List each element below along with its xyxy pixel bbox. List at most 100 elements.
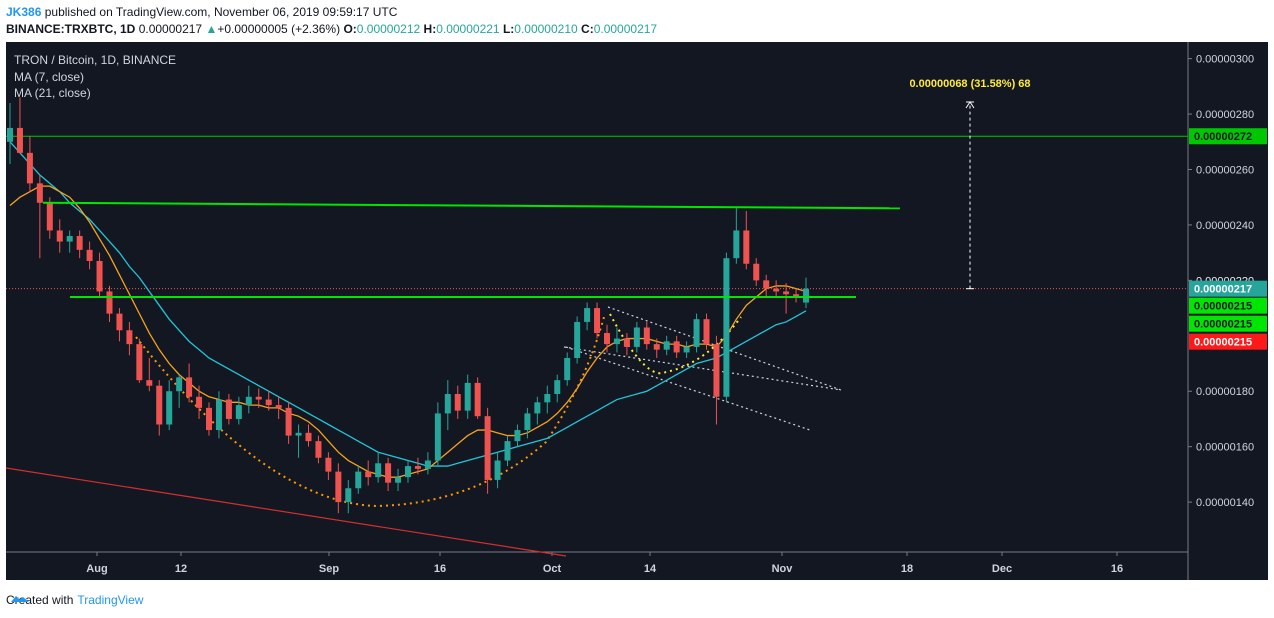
candle-body (275, 405, 282, 408)
price-label-ma21: 0.00000215 (1189, 315, 1267, 332)
candle (703, 313, 710, 350)
candle (713, 335, 720, 425)
chart-legend: TRON / Bitcoin, 1D, BINANCE MA (7, close… (14, 52, 176, 102)
price-label-text: 0.00000217 (1194, 284, 1252, 296)
candle-body (116, 313, 123, 331)
candle-body (126, 330, 133, 345)
x-tick-label: 18 (901, 563, 913, 575)
candle (325, 452, 332, 480)
x-tick-label: Oct (543, 563, 562, 575)
candle (285, 402, 292, 444)
candle (514, 424, 521, 447)
candle (763, 274, 770, 297)
candle (215, 391, 222, 439)
price-label-ma7: 0.00000215 (1189, 297, 1267, 314)
chart-area[interactable]: 0.000001400.000001600.000001800.00000220… (6, 42, 1268, 580)
candle-body (444, 394, 451, 414)
candle (255, 388, 262, 408)
candle (554, 374, 561, 403)
price-label-box (1189, 297, 1267, 314)
tradingview-brand-link[interactable]: TradingView (77, 593, 144, 607)
candle-body (723, 258, 730, 397)
candle-body (484, 416, 491, 480)
candle-body (265, 399, 272, 406)
candle-body (753, 263, 760, 281)
high-value: 0.00000221 (436, 22, 500, 36)
candle (444, 380, 451, 431)
candle-body (424, 460, 431, 469)
x-tick-label: 16 (434, 563, 446, 575)
candle-body (375, 463, 382, 478)
candle-body (136, 344, 143, 381)
candle (265, 391, 272, 411)
published-text: published on TradingView.com, November 0… (44, 5, 398, 19)
candle-body (76, 236, 83, 250)
author-name[interactable]: JK386 (6, 5, 42, 19)
upper-resistance-trendline (42, 201, 901, 210)
candle-body (494, 460, 501, 480)
y-tick-label: 0.00000280 (1196, 109, 1254, 121)
candle-body (504, 441, 511, 461)
candle (414, 457, 421, 475)
candle (385, 457, 392, 492)
candle (275, 396, 282, 419)
candle (235, 396, 242, 425)
candle-body (773, 288, 780, 292)
candle (405, 460, 411, 483)
candle (723, 252, 730, 403)
candle (623, 333, 630, 356)
candle-body (365, 471, 372, 478)
candle (663, 335, 670, 356)
legend-ma21[interactable]: MA (21, close) (14, 86, 91, 100)
candle (753, 258, 760, 286)
candle-body (26, 152, 33, 184)
candle (225, 394, 232, 425)
candle-body (584, 308, 591, 322)
candle (76, 230, 83, 259)
candle (504, 435, 511, 467)
candle (683, 341, 690, 358)
candle-body (235, 405, 242, 419)
candle (633, 321, 640, 353)
candle (693, 313, 700, 353)
candle (574, 316, 581, 364)
candle-body (564, 357, 571, 381)
candle (295, 424, 302, 458)
candle (355, 466, 362, 494)
candle (474, 377, 481, 419)
candle-body (335, 471, 342, 503)
ohlc-header: BINANCE:TRXBTC, 1D 0.00000217 ▲+0.000000… (6, 22, 657, 36)
candle-body (574, 321, 581, 358)
candle-body (66, 236, 73, 242)
candle-body (285, 407, 292, 436)
candle-body (703, 319, 710, 345)
candle (7, 102, 13, 164)
candle (245, 385, 252, 414)
legend-ma7[interactable]: MA (7, close) (14, 69, 85, 84)
candle (56, 219, 63, 253)
candle (106, 285, 113, 322)
candle (743, 211, 750, 270)
price-label-text: 0.00000215 (1194, 337, 1252, 349)
candle-body (653, 344, 660, 350)
candle (96, 252, 103, 297)
created-with-label: Created with (6, 593, 74, 607)
candle-body (245, 396, 252, 406)
candle-body (793, 294, 800, 297)
y-tick-label: 0.00000240 (1196, 220, 1254, 232)
last-price: 0.00000217 (138, 22, 203, 36)
x-tick-label: Nov (772, 563, 794, 575)
price-chart[interactable]: 0.000001400.000001600.000001800.00000220… (6, 42, 1268, 580)
candle-body (56, 230, 63, 242)
candle (16, 97, 23, 153)
candle (484, 407, 491, 494)
candle (643, 321, 650, 350)
candle-body (106, 291, 113, 314)
low-label: L: (502, 22, 515, 36)
handle-pattern-curve (609, 313, 742, 375)
price-label-box (1189, 280, 1267, 297)
candle-body (225, 399, 232, 419)
candle (36, 175, 43, 259)
candle (365, 460, 372, 486)
candle-body (315, 441, 322, 458)
